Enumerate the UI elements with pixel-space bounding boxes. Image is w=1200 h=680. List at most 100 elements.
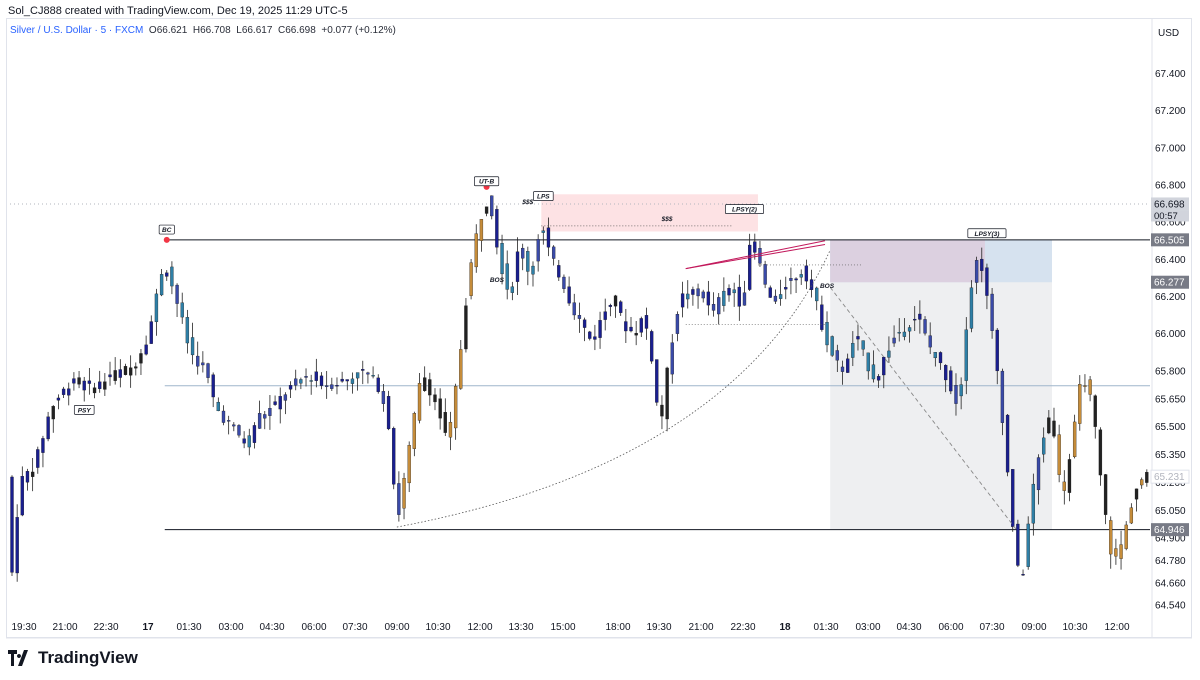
projection-line (829, 286, 1017, 530)
candle-body (789, 278, 793, 281)
candle-body (974, 260, 979, 283)
annotation-label: BOS (820, 283, 835, 290)
candle-body (907, 327, 912, 332)
candle-body (665, 367, 669, 420)
candle-body (366, 372, 370, 375)
x-tick-label: 22:30 (93, 622, 118, 633)
candle-body (263, 414, 267, 419)
candle-body (15, 517, 19, 574)
candle-body (825, 322, 829, 346)
candle-body (1124, 524, 1128, 549)
price-tag-label: 66.698 (1154, 199, 1185, 210)
candle-body (722, 290, 726, 306)
candle-body (273, 401, 277, 405)
annotation-label: $$$ (521, 199, 533, 206)
candle-body (30, 471, 35, 477)
candle-body (211, 374, 215, 398)
candle-body (913, 318, 917, 321)
candle-body (345, 379, 349, 382)
candle-body (577, 315, 582, 319)
change-value: +0.077 (+0.12%) (321, 25, 396, 36)
candle-body (36, 449, 40, 468)
candle-body (1098, 429, 1103, 476)
annotation-label: PSY (78, 407, 92, 414)
candle-body (1140, 479, 1144, 486)
candle-body (763, 264, 767, 285)
candle-body (134, 366, 138, 369)
candle-body (1078, 384, 1082, 424)
candle-body (376, 377, 380, 392)
price-tag (1151, 523, 1189, 537)
y-tick-label: 65.350 (1155, 450, 1186, 461)
candle-body (309, 380, 313, 382)
candle-body (227, 420, 231, 422)
candle-body (851, 343, 855, 358)
candle-body (149, 321, 153, 344)
candle-body (835, 350, 839, 361)
x-tick-label: 09:00 (384, 622, 409, 633)
x-tick-label: 17 (142, 622, 154, 633)
candle-body (392, 428, 396, 485)
candle-body (82, 380, 86, 391)
symbol-name[interactable]: Silver / U.S. Dollar · 5 · FXCM (10, 25, 144, 36)
candle-body (144, 344, 148, 355)
x-tick-label: 01:30 (176, 622, 201, 633)
candle-body (175, 284, 179, 304)
candle-body (861, 340, 865, 350)
candle-body (294, 378, 298, 386)
x-tick-label: 19:30 (11, 622, 36, 633)
candle-body (123, 366, 128, 375)
x-tick-label: 09:00 (1021, 622, 1046, 633)
candle-body (355, 372, 360, 379)
candle-body (510, 286, 515, 293)
candle-body (304, 376, 308, 378)
currency-label: USD (1158, 28, 1179, 39)
candle-body (546, 227, 551, 248)
candle-body (350, 378, 355, 384)
candle-body (1036, 457, 1041, 491)
candle-body (417, 383, 422, 421)
close-value: 66.698 (285, 25, 316, 36)
candle-body (655, 359, 659, 403)
candle-body (856, 336, 860, 340)
x-tick-label: 07:30 (979, 622, 1004, 633)
candle-body (1109, 520, 1113, 555)
candle-body (103, 381, 107, 390)
candle-body (428, 379, 432, 396)
annotation-box (533, 191, 554, 201)
y-tick-label: 67.000 (1155, 143, 1186, 154)
candle-body (784, 287, 788, 290)
annotation-label: BC (162, 227, 172, 234)
candle-body (1052, 420, 1056, 437)
x-tick-label: 12:00 (1104, 622, 1129, 633)
candle-body (46, 416, 50, 440)
candle-body (536, 239, 540, 262)
annotation-label: UT-B (479, 179, 494, 186)
y-tick-label: 66.600 (1155, 218, 1186, 229)
price-tag (1151, 233, 1189, 247)
trend-line (685, 240, 826, 270)
candle-body (77, 377, 81, 385)
candle-body (443, 412, 447, 433)
candle-body (1000, 370, 1005, 423)
open-label: O (148, 25, 157, 36)
candle-body (1005, 414, 1010, 473)
pivot-marker (163, 236, 170, 243)
countdown-label: 00:57 (1154, 211, 1178, 222)
candle-body (67, 388, 71, 396)
candle-body (768, 287, 772, 298)
candle-body (288, 385, 293, 390)
candle-body (794, 278, 798, 281)
y-tick-label: 66.200 (1155, 292, 1186, 303)
candle-body (675, 314, 680, 334)
candle-body (56, 397, 61, 401)
candle-body (882, 356, 886, 376)
candle-body (247, 435, 251, 448)
y-tick-label: 65.800 (1155, 366, 1186, 377)
candle-body (1067, 459, 1072, 493)
candle-body (1031, 483, 1036, 524)
x-tick-label: 21:00 (688, 622, 713, 633)
candle-body (113, 370, 117, 381)
x-tick-label: 07:30 (342, 622, 367, 633)
